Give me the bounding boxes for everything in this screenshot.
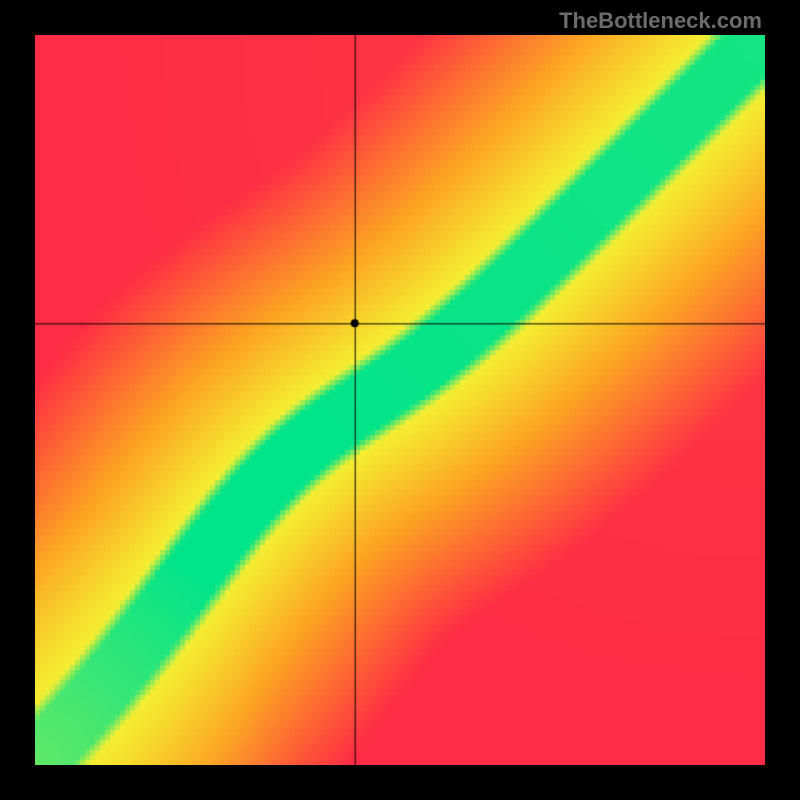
- watermark-text: TheBottleneck.com: [559, 8, 762, 34]
- chart-frame: TheBottleneck.com: [0, 0, 800, 800]
- bottleneck-heatmap: [35, 35, 765, 765]
